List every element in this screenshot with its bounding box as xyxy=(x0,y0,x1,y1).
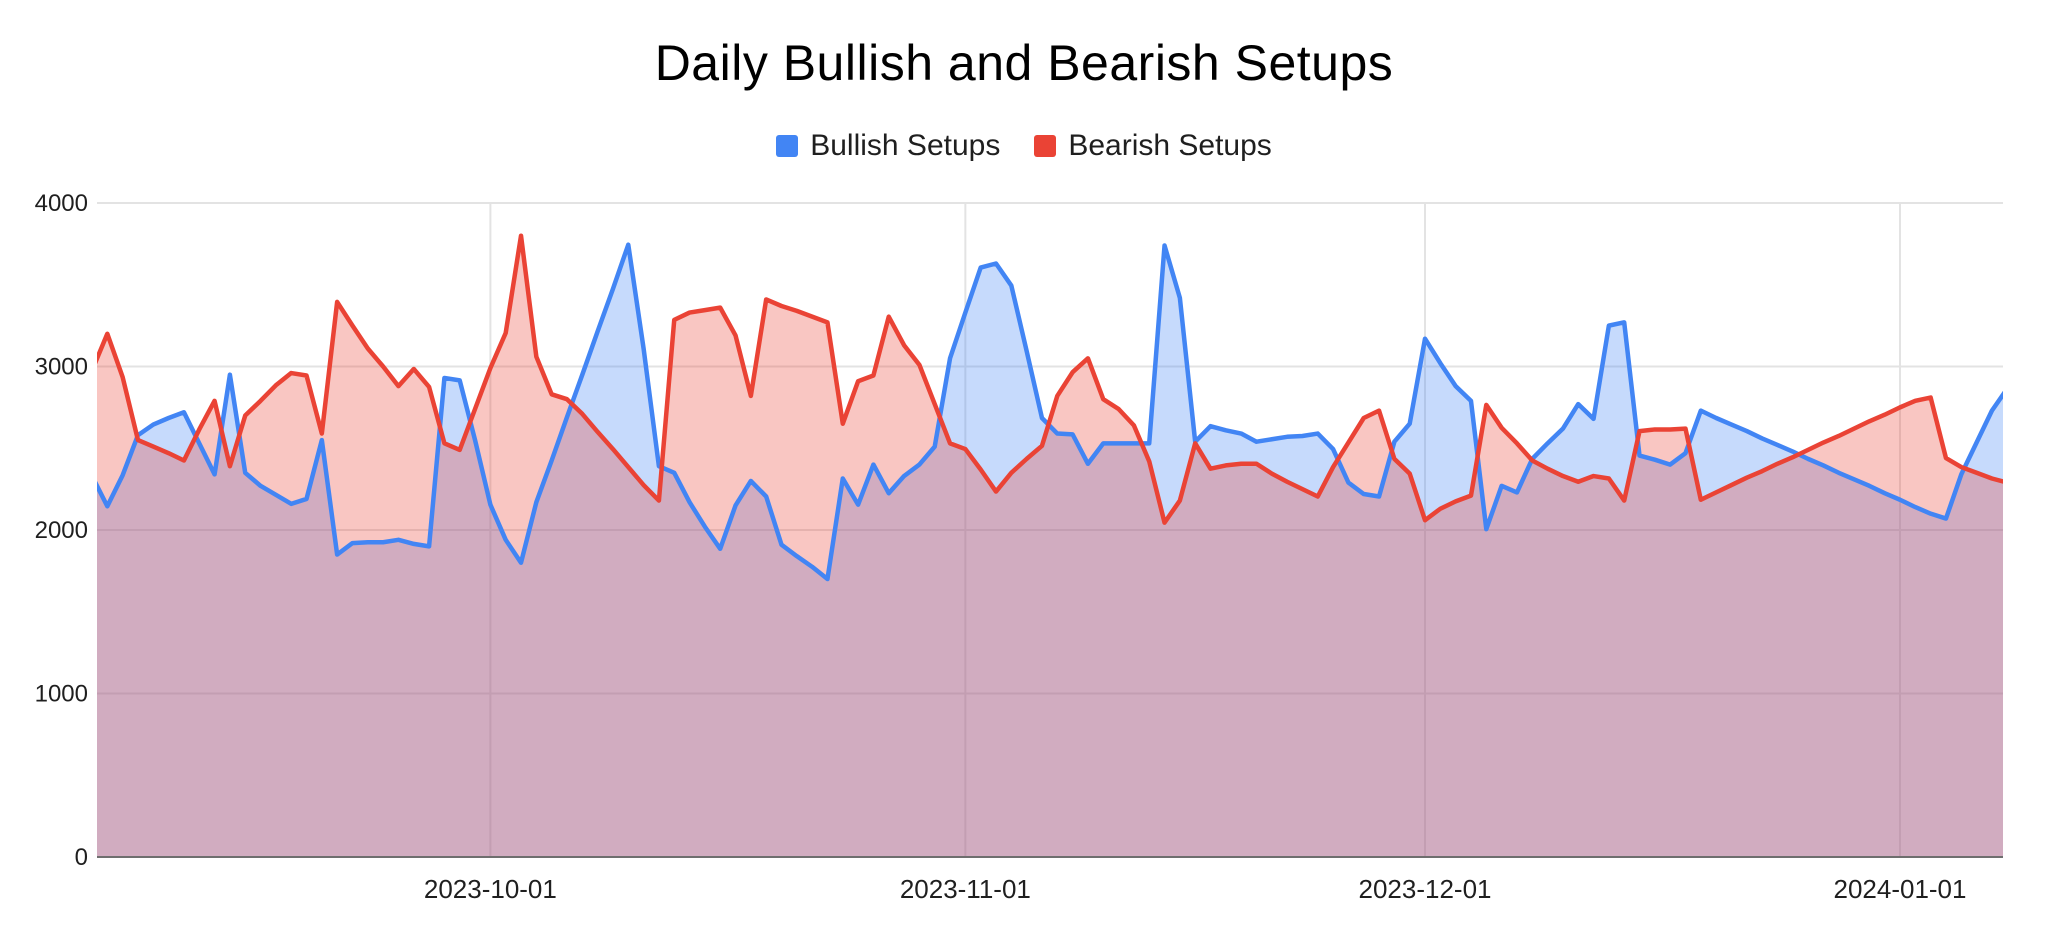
legend: Bullish Setups Bearish Setups xyxy=(0,129,2048,163)
x-tick-label: 2023-11-01 xyxy=(900,874,1031,904)
y-tick-label: 2000 xyxy=(35,517,88,544)
legend-swatch-bearish-icon xyxy=(1034,135,1057,157)
legend-item-bearish: Bearish Setups xyxy=(1034,129,1272,163)
x-tick-label: 2024-01-01 xyxy=(1833,874,1966,904)
y-tick-label: 3000 xyxy=(35,354,88,381)
area-bullish-setups xyxy=(97,244,2003,857)
y-tick-label: 0 xyxy=(75,844,88,871)
legend-item-bullish: Bullish Setups xyxy=(776,129,1000,163)
legend-swatch-bullish-icon xyxy=(776,135,799,157)
y-tick-label: 4000 xyxy=(35,190,88,217)
legend-label-bearish: Bearish Setups xyxy=(1068,129,1272,162)
legend-label-bullish: Bullish Setups xyxy=(810,129,1001,162)
y-tick-label: 1000 xyxy=(35,681,88,708)
line-bearish-setups xyxy=(97,233,2003,525)
x-tick-label: 2023-10-01 xyxy=(424,874,557,904)
x-axis-labels: 2023-10-01 2023-11-01 2023-12-01 2024-01-01 xyxy=(424,874,1967,904)
chart-title: Daily Bullish and Bearish Setups xyxy=(654,35,1394,91)
y-axis-labels: 0 1000 2000 3000 4000 xyxy=(35,190,88,871)
area-bearish-setups xyxy=(97,235,2003,857)
x-tick-label: 2023-12-01 xyxy=(1359,874,1492,904)
